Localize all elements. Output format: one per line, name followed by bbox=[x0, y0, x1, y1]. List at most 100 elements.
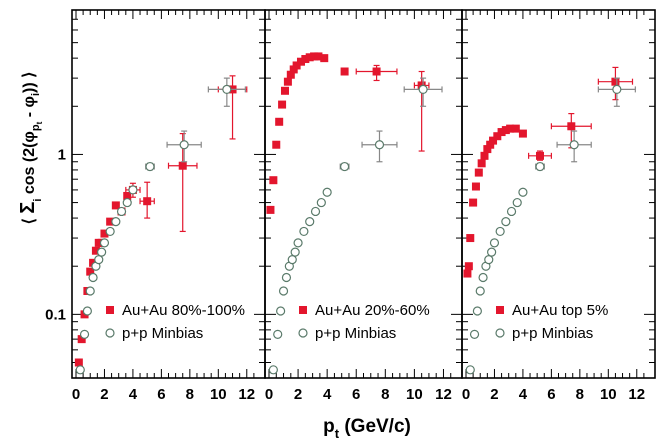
auau-point bbox=[372, 67, 381, 76]
auau-point bbox=[518, 129, 527, 138]
panels-layer: 0 2 4 6 8 10 12 0.1 1 Au+Au 80%-100% p+p Minbias 0 2… bbox=[45, 9, 656, 403]
x-tick-label: 8 bbox=[576, 386, 584, 403]
auau-point bbox=[275, 117, 284, 126]
x-tick-label: 12 bbox=[435, 386, 452, 403]
pp-point bbox=[310, 206, 321, 217]
legend-label-auau: Au+Au 80%-100% bbox=[122, 302, 245, 319]
auau-point bbox=[310, 52, 319, 61]
svg-text:⟨ Σi cos (2(φpt - φi)) ⟩: ⟨ Σi cos (2(φpt - φi)) ⟩ bbox=[17, 72, 44, 225]
series-auau bbox=[463, 66, 634, 278]
legend-marker-auau bbox=[299, 306, 307, 314]
auau-point bbox=[506, 124, 515, 133]
auau-point bbox=[611, 77, 620, 86]
auau-point bbox=[463, 269, 472, 278]
auau-point bbox=[511, 124, 520, 133]
pp-point bbox=[287, 254, 297, 265]
pp-point bbox=[82, 306, 92, 316]
pp-point bbox=[612, 84, 622, 95]
series-pp bbox=[268, 77, 443, 375]
auau-point bbox=[77, 335, 86, 344]
auau-point bbox=[471, 182, 480, 191]
pp-point bbox=[506, 206, 517, 217]
auau-point bbox=[567, 122, 576, 131]
pp-point bbox=[374, 140, 385, 150]
series-pp bbox=[465, 77, 636, 375]
x-tick-label: 2 bbox=[100, 386, 108, 403]
legend-marker-auau bbox=[106, 306, 114, 314]
pp-point bbox=[475, 286, 485, 296]
auau-point bbox=[266, 205, 275, 214]
legend-label-auau: Au+Au top 5% bbox=[512, 302, 608, 319]
pp-point bbox=[268, 365, 278, 375]
legend-label-auau: Au+Au 20%-60% bbox=[315, 302, 430, 319]
auau-point bbox=[497, 128, 506, 137]
legend: Au+Au 80%-100% p+p Minbias bbox=[105, 302, 245, 342]
panel-3: 0 2 4 6 8 10 12 Au+Au top 5% p+p Minbias bbox=[461, 9, 656, 403]
pp-point bbox=[495, 226, 505, 237]
pp-point bbox=[75, 365, 85, 375]
x-tick-label: 0 bbox=[265, 386, 273, 403]
panel-frame bbox=[71, 9, 266, 379]
auau-point bbox=[340, 67, 349, 76]
y-tick-label: 0.1 bbox=[45, 306, 66, 323]
legend-marker-auau bbox=[496, 306, 504, 314]
x-axis-title: pt (GeV/c) bbox=[323, 416, 411, 441]
pp-point bbox=[281, 272, 292, 283]
x-tick-label: 6 bbox=[157, 386, 165, 403]
auau-point bbox=[91, 246, 100, 255]
auau-point bbox=[486, 140, 495, 149]
pp-point bbox=[94, 254, 104, 265]
panel-2: 0 2 4 6 8 10 12 Au+Au 20%-60% p+p Minbias bbox=[264, 9, 463, 403]
auau-point bbox=[474, 168, 483, 177]
y-tick-label: 1 bbox=[58, 146, 66, 163]
legend: Au+Au 20%-60% p+p Minbias bbox=[298, 302, 430, 342]
svg-text:pt (GeV/c): pt (GeV/c) bbox=[323, 416, 411, 441]
legend-label-pp: p+p Minbias bbox=[315, 325, 396, 342]
auau-point bbox=[320, 54, 329, 63]
pp-point bbox=[145, 161, 155, 172]
legend-label-pp: p+p Minbias bbox=[512, 325, 593, 342]
pp-point bbox=[85, 286, 95, 296]
auau-point bbox=[501, 126, 510, 135]
legend-marker-pp bbox=[105, 328, 115, 338]
pp-point bbox=[97, 247, 107, 257]
pp-point bbox=[518, 187, 528, 197]
pp-point bbox=[276, 306, 286, 316]
legend-label-pp: p+p Minbias bbox=[122, 325, 203, 342]
x-tick-label: 2 bbox=[490, 386, 498, 403]
auau-point bbox=[178, 161, 187, 170]
legend-marker-pp bbox=[298, 328, 308, 338]
pp-point bbox=[273, 329, 283, 339]
pp-point bbox=[122, 197, 132, 208]
pp-point bbox=[299, 226, 309, 237]
series-pp bbox=[75, 77, 246, 375]
auau-point bbox=[143, 197, 152, 206]
auau-point bbox=[466, 234, 475, 243]
x-tick-label: 12 bbox=[628, 386, 645, 403]
pp-point bbox=[111, 217, 121, 227]
pp-point bbox=[128, 185, 138, 195]
x-tick-label: 0 bbox=[462, 386, 470, 403]
auau-point bbox=[280, 86, 289, 95]
auau-point bbox=[74, 358, 83, 367]
auau-point bbox=[469, 198, 478, 207]
pp-point bbox=[418, 84, 428, 95]
x-tick-label: 6 bbox=[352, 386, 360, 403]
pp-point bbox=[569, 140, 579, 150]
pp-point bbox=[116, 206, 127, 217]
auau-point bbox=[464, 262, 473, 271]
auau-point bbox=[296, 57, 305, 66]
auau-point bbox=[292, 61, 301, 70]
series-auau bbox=[266, 52, 430, 214]
x-tick-label: 8 bbox=[186, 386, 194, 403]
pp-point bbox=[501, 217, 511, 227]
pp-point bbox=[88, 272, 98, 283]
auau-point bbox=[86, 267, 95, 276]
pp-point bbox=[489, 238, 500, 248]
auau-point bbox=[100, 229, 109, 238]
pp-point bbox=[105, 226, 115, 237]
pp-point bbox=[278, 286, 289, 296]
auau-point bbox=[480, 151, 489, 160]
series-auau bbox=[74, 75, 248, 367]
